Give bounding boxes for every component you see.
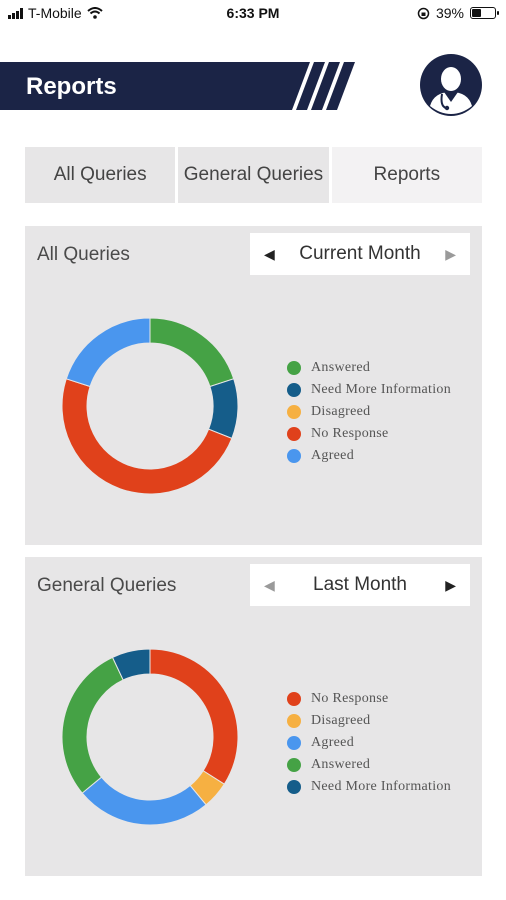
legend-label: Agreed	[311, 448, 355, 463]
period-selector: ◀ Last Month ▶	[250, 564, 470, 606]
legend-swatch	[287, 449, 301, 463]
signal-icon	[8, 7, 23, 19]
clock: 6:33 PM	[226, 5, 280, 21]
legend-swatch	[287, 383, 301, 397]
chart-legend: No Response Disagreed Agreed Answered Need M…	[287, 688, 451, 798]
donut-chart	[61, 317, 239, 495]
battery-percent: 39%	[435, 5, 464, 21]
donut-slice-answered[interactable]	[149, 317, 235, 388]
chart-legend: Answered Need More Information Disagreed No…	[287, 357, 451, 467]
period-selector: ◀ Current Month ▶	[250, 233, 470, 275]
donut-slice-answered[interactable]	[61, 656, 124, 794]
legend-label: No Response	[311, 691, 389, 706]
legend-item-no-response: No Response	[287, 423, 451, 445]
donut-slice-agreed[interactable]	[81, 776, 207, 826]
legend-item-disagreed: Disagreed	[287, 710, 451, 732]
legend-swatch	[287, 405, 301, 419]
prev-period-arrow-icon[interactable]: ◀	[264, 576, 275, 593]
status-bar: T-Mobile 6:33 PM 39%	[0, 0, 506, 28]
legend-label: Need More Information	[311, 382, 452, 397]
period-label: Current Month	[299, 243, 421, 264]
legend-item-answered: Answered	[287, 357, 451, 379]
tab-bar: All Queries General Queries Reports	[25, 147, 482, 203]
legend-label: Agreed	[311, 735, 355, 750]
donut-slice-no-response[interactable]	[61, 378, 233, 495]
battery-icon	[470, 7, 499, 19]
doctor-avatar-icon[interactable]	[420, 54, 482, 116]
legend-item-need-more-information: Need More Information	[287, 379, 451, 401]
prev-period-arrow-icon[interactable]: ◀	[264, 245, 275, 262]
battery-level	[472, 9, 481, 17]
legend-item-no-response: No Response	[287, 688, 451, 710]
legend-label: Disagreed	[311, 713, 371, 728]
legend-swatch	[287, 714, 301, 728]
next-period-arrow-icon[interactable]: ▶	[445, 576, 456, 593]
wifi-icon	[87, 7, 103, 19]
card-title: General Queries	[37, 575, 177, 596]
all-queries-card: All Queries ◀ Current Month ▶ Answered Ne…	[25, 226, 482, 545]
legend-item-need-more-information: Need More Information	[287, 776, 451, 798]
legend-label: Disagreed	[311, 404, 371, 419]
legend-item-answered: Answered	[287, 754, 451, 776]
donut-slice-no-response[interactable]	[149, 648, 239, 785]
legend-item-agreed: Agreed	[287, 732, 451, 754]
legend-label: Need More Information	[311, 779, 452, 794]
legend-label: No Response	[311, 426, 389, 441]
legend-swatch	[287, 758, 301, 772]
donut-slice-need-more-information[interactable]	[207, 378, 239, 440]
legend-swatch	[287, 361, 301, 375]
page-title: Reports	[26, 73, 117, 100]
next-period-arrow-icon[interactable]: ▶	[445, 245, 456, 262]
tab-general-queries[interactable]: General Queries	[178, 147, 329, 203]
status-right: 39%	[417, 5, 499, 21]
legend-label: Answered	[311, 360, 371, 375]
header-banner	[0, 62, 355, 110]
legend-label: Answered	[311, 757, 371, 772]
orientation-lock-icon	[417, 7, 430, 19]
legend-swatch	[287, 692, 301, 706]
legend-swatch	[287, 736, 301, 750]
legend-item-agreed: Agreed	[287, 445, 451, 467]
legend-swatch	[287, 427, 301, 441]
general-queries-card: General Queries ◀ Last Month ▶ No Respon…	[25, 557, 482, 876]
card-title: All Queries	[37, 244, 130, 265]
legend-item-disagreed: Disagreed	[287, 401, 451, 423]
tab-all-queries[interactable]: All Queries	[25, 147, 176, 203]
status-left: T-Mobile	[8, 5, 103, 21]
legend-swatch	[287, 780, 301, 794]
donut-slice-need-more-information[interactable]	[111, 648, 151, 681]
carrier-label: T-Mobile	[28, 5, 82, 21]
donut-slice-agreed[interactable]	[65, 317, 151, 388]
donut-chart	[61, 648, 239, 826]
period-label: Last Month	[313, 574, 407, 595]
tab-reports[interactable]: Reports	[331, 147, 482, 203]
